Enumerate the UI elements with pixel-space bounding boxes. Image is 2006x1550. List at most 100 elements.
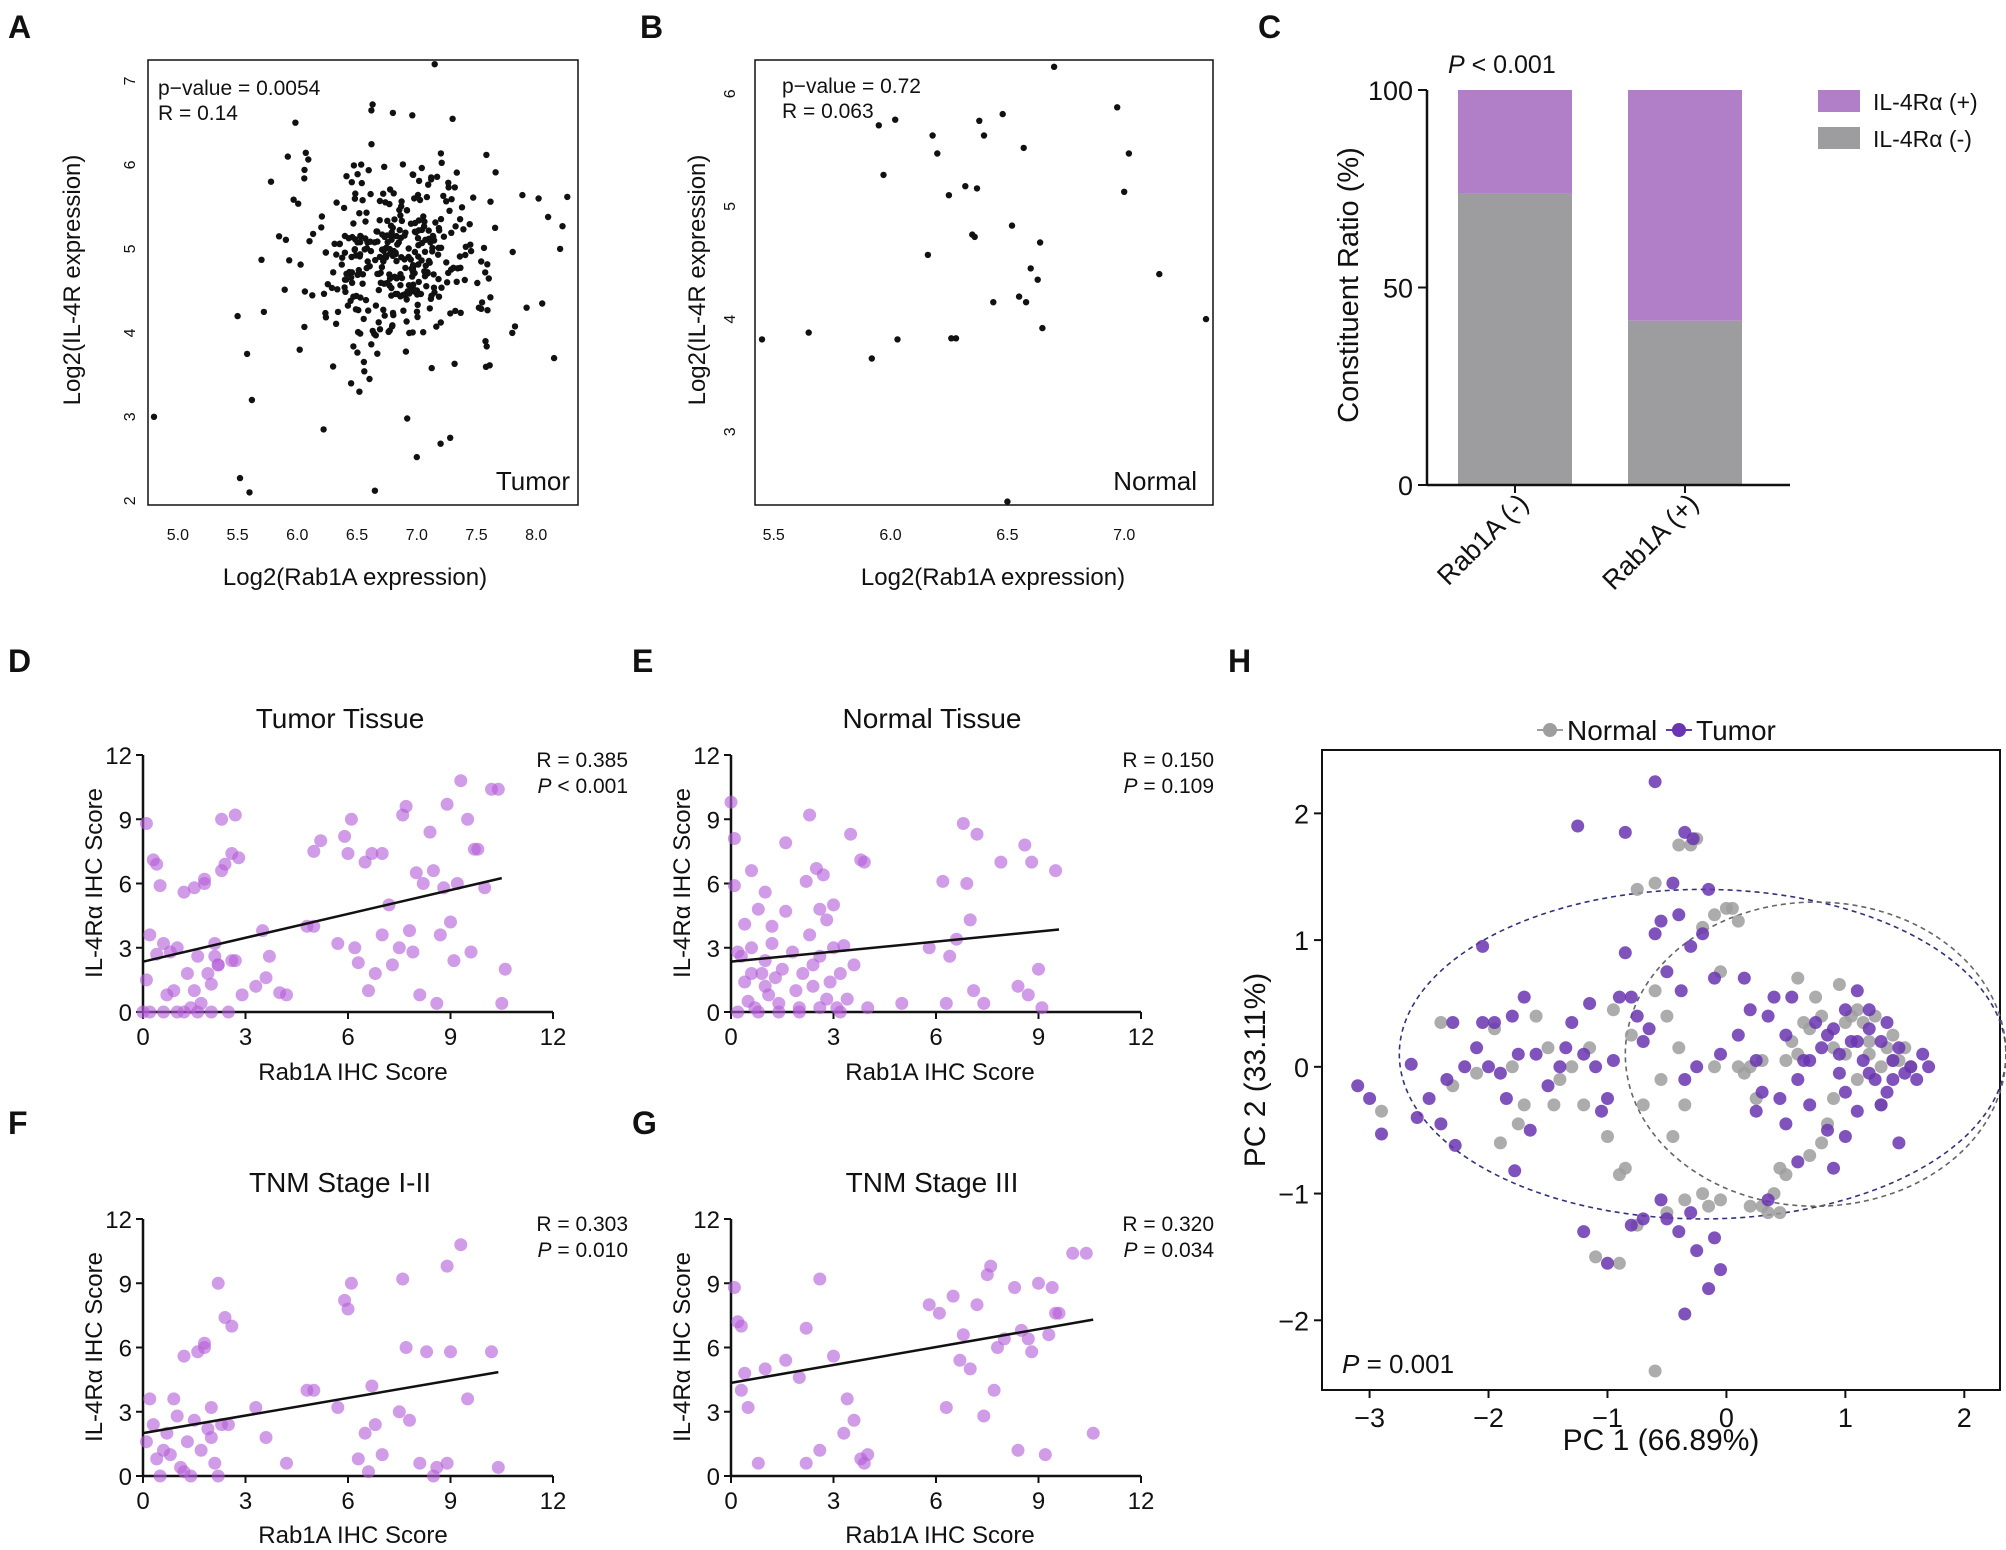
x-tick-label: 6.5 — [346, 527, 368, 544]
data-point — [1050, 63, 1058, 70]
data-point — [823, 975, 837, 989]
panel-label-D: D — [8, 643, 31, 679]
data-point — [187, 881, 201, 895]
data-point — [386, 200, 393, 208]
data-point — [435, 244, 442, 251]
data-point-tumor — [1624, 1218, 1638, 1232]
data-point — [1052, 1306, 1066, 1320]
data-point — [495, 996, 509, 1010]
data-point — [139, 1435, 153, 1449]
legend-label-normal: Normal — [1567, 715, 1657, 746]
data-point — [139, 973, 153, 987]
data-point — [445, 269, 452, 277]
data-point-normal — [1618, 1161, 1632, 1175]
data-point — [177, 1465, 191, 1479]
data-point — [405, 245, 412, 252]
data-point — [402, 264, 409, 272]
data-point — [727, 832, 741, 845]
data-point-tumor — [1493, 1066, 1507, 1080]
data-point-normal — [1648, 984, 1662, 998]
data-point — [365, 167, 372, 174]
annotation-r-A: R = 0.14 — [158, 102, 238, 125]
data-point — [806, 958, 820, 972]
data-point — [358, 179, 365, 187]
data-point-tumor — [1601, 1256, 1614, 1270]
y-tick-label: 2 — [1294, 799, 1309, 829]
data-point — [397, 282, 404, 289]
x-tick-label: 6.5 — [996, 527, 1018, 544]
data-point — [962, 183, 969, 190]
y-tick-label: 12 — [105, 743, 132, 770]
data-point — [1015, 293, 1023, 300]
data-point — [444, 1345, 457, 1359]
data-point — [428, 364, 435, 372]
x-tick-label: 3 — [827, 1488, 840, 1515]
data-point — [963, 1362, 977, 1376]
x-tick-label: 5.5 — [763, 527, 785, 544]
data-point-normal — [1714, 1193, 1727, 1207]
y-axis-label-B: Log2(IL-4R expression) — [684, 155, 711, 406]
data-point — [443, 279, 451, 286]
data-point — [309, 292, 316, 299]
data-point — [143, 1005, 157, 1019]
data-point — [450, 264, 457, 271]
data-point — [221, 1418, 235, 1432]
data-point — [403, 924, 416, 938]
legend-swatch-negative — [1818, 127, 1860, 149]
data-point — [415, 177, 423, 185]
data-point — [977, 1409, 991, 1423]
data-point-tumor — [1880, 1016, 1894, 1029]
data-point-tumor — [1595, 1104, 1608, 1118]
data-point — [381, 163, 388, 170]
data-point — [328, 284, 336, 292]
data-point-normal — [1809, 990, 1823, 1004]
data-point — [375, 928, 389, 942]
data-point — [741, 1401, 755, 1414]
data-point — [284, 153, 291, 160]
data-point — [738, 917, 752, 931]
data-point-normal — [1606, 1003, 1620, 1017]
data-point — [451, 360, 458, 367]
data-point — [208, 1456, 222, 1470]
ellipse-normal — [1624, 901, 2006, 1207]
data-point — [457, 264, 464, 271]
data-point — [249, 1401, 263, 1414]
data-point — [803, 928, 817, 942]
data-point — [306, 238, 313, 245]
data-point — [758, 1362, 772, 1376]
data-point — [372, 302, 380, 309]
y-tick-label: 0 — [119, 1000, 132, 1027]
data-point — [348, 274, 355, 281]
data-point — [329, 363, 337, 370]
data-point — [772, 1005, 786, 1019]
data-point — [485, 1345, 498, 1359]
data-point — [445, 179, 452, 186]
data-point — [970, 827, 984, 841]
data-point-tumor — [1708, 971, 1721, 985]
y-tick-label: 0 — [707, 1000, 720, 1027]
data-point — [408, 265, 415, 272]
panel-B: B p−value = 0.72 R = 0.063 Normal Log2(R… — [640, 9, 1214, 591]
data-point-tumor — [1553, 1060, 1567, 1074]
data-point — [1079, 1246, 1093, 1260]
data-point-tumor — [1779, 1028, 1793, 1042]
data-point — [365, 847, 379, 860]
data-point — [922, 1298, 936, 1312]
data-point — [380, 306, 387, 313]
data-point — [320, 426, 327, 433]
data-point — [260, 308, 268, 316]
data-point-tumor — [1821, 1028, 1834, 1042]
data-point — [456, 253, 464, 260]
plot-E: 0 3 6 9 12 0 3 6 9 12 — [693, 743, 1154, 1051]
data-point — [1032, 962, 1045, 976]
data-point — [258, 256, 265, 263]
data-point — [803, 808, 817, 822]
data-point — [388, 284, 395, 292]
data-point-normal — [1660, 1009, 1674, 1023]
data-point — [396, 206, 403, 214]
data-point-tumor — [1511, 1047, 1525, 1061]
data-point — [357, 330, 364, 337]
data-point — [727, 1281, 741, 1294]
data-point — [378, 264, 386, 271]
data-point — [204, 1431, 218, 1444]
